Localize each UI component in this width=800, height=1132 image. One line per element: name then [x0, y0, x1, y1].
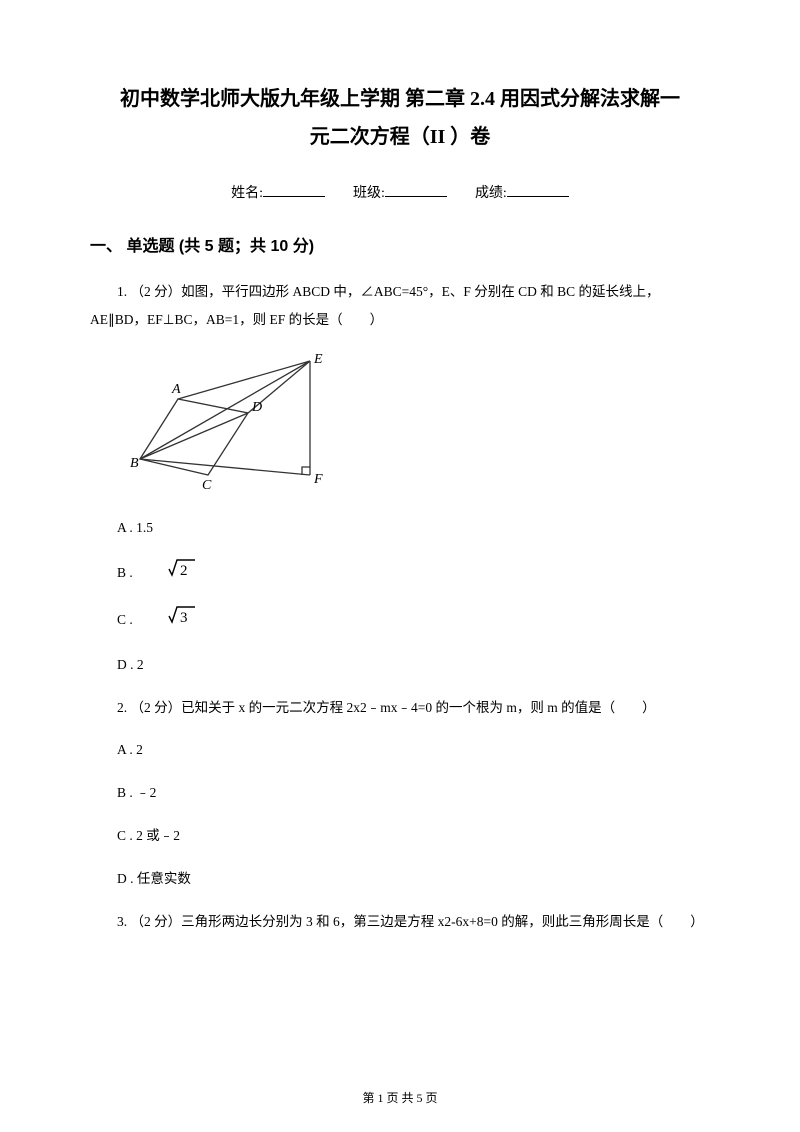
section-header: 一、 单选题 (共 5 题；共 10 分) [90, 232, 710, 256]
q2-option-c: C . 2 或﹣2 [90, 822, 710, 849]
q1-option-a: A . 1.5 [90, 514, 710, 541]
title-line-1: 初中数学北师大版九年级上学期 第二章 2.4 用因式分解法求解一 [90, 80, 710, 118]
parallelogram-figure: A B C D E F [130, 349, 710, 494]
svg-text:B: B [130, 456, 139, 471]
name-blank [263, 183, 325, 197]
svg-text:D: D [251, 400, 262, 415]
svg-text:F: F [313, 472, 323, 487]
svg-text:3: 3 [180, 610, 188, 626]
sqrt-3-icon: 3 [140, 604, 197, 635]
svg-text:A: A [171, 382, 181, 397]
title-line-2: 元二次方程（II ）卷 [90, 118, 710, 156]
score-label: 成绩: [475, 186, 507, 201]
form-line: 姓名: 班级: 成绩: [90, 182, 710, 202]
question-2: 2. （2 分）已知关于 x 的一元二次方程 2x2﹣mx﹣4=0 的一个根为 … [90, 694, 710, 722]
q1-option-b: B . 2 [90, 557, 710, 588]
q2-option-b: B . ﹣2 [90, 779, 710, 806]
page-footer: 第 1 页 共 5 页 [0, 1089, 800, 1106]
question-1: 1. （2 分）如图，平行四边形 ABCD 中，∠ABC=45°，E、F 分别在… [90, 278, 710, 335]
svg-text:2: 2 [180, 563, 188, 579]
class-label: 班级: [353, 186, 385, 201]
q1-option-c: C . 3 [90, 604, 710, 635]
q2-option-d: D . 任意实数 [90, 865, 710, 892]
q1-option-d: D . 2 [90, 651, 710, 678]
sqrt-2-icon: 2 [140, 557, 197, 588]
score-blank [507, 183, 569, 197]
class-blank [385, 183, 447, 197]
name-label: 姓名: [231, 186, 263, 201]
svg-text:C: C [202, 478, 212, 489]
question-3: 3. （2 分）三角形两边长分别为 3 和 6，第三边是方程 x2-6x+8=0… [90, 908, 710, 936]
q2-option-a: A . 2 [90, 736, 710, 763]
svg-text:E: E [313, 352, 323, 367]
